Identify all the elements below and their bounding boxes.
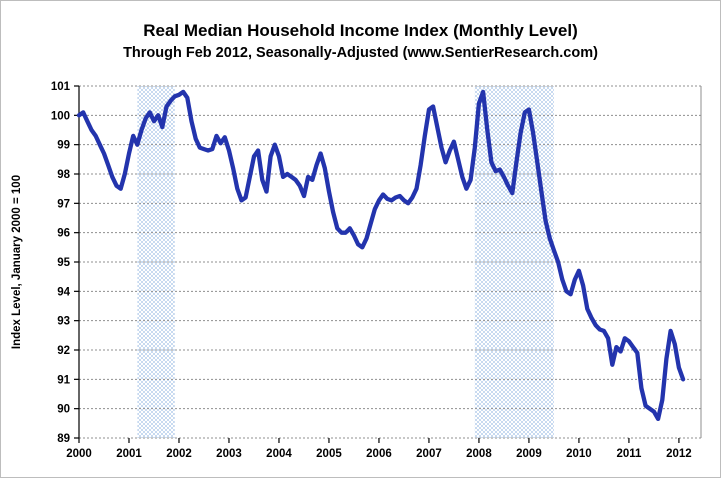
x-tick-label-2010: 2010 — [566, 448, 592, 460]
x-tick-label-2012: 2012 — [666, 448, 692, 460]
page-title: Real Median Household Income Index (Mont… — [143, 21, 578, 40]
x-tick-label-2000: 2000 — [66, 448, 92, 460]
y-tick-label-94: 94 — [57, 286, 70, 298]
income-index-line — [76, 89, 686, 422]
y-tick-label-89: 89 — [57, 433, 70, 445]
x-axis: 2000 2001 2002 2003 2004 2005 2006 2007 2008 2009… — [66, 438, 692, 460]
y-tick-label-95: 95 — [57, 257, 70, 269]
y-axis: 89 90 91 92 93 94 95 96 97 98 99 100 101 — [51, 81, 79, 445]
y-tick-label-96: 96 — [57, 228, 70, 240]
x-tick-label-2006: 2006 — [366, 448, 392, 460]
y-tick-label-100: 100 — [51, 110, 70, 122]
x-tick-label-2004: 2004 — [266, 448, 292, 460]
x-tick-label-2002: 2002 — [166, 448, 192, 460]
y-tick-label-93: 93 — [57, 316, 70, 328]
x-tick-label-2011: 2011 — [616, 448, 642, 460]
x-tick-label-2008: 2008 — [466, 448, 492, 460]
x-tick-label-2003: 2003 — [216, 448, 242, 460]
y-tick-label-97: 97 — [57, 198, 70, 210]
x-tick-label-2005: 2005 — [316, 448, 342, 460]
x-tick-label-2009: 2009 — [516, 448, 542, 460]
x-tick-label-2007: 2007 — [416, 448, 442, 460]
y-tick-label-98: 98 — [57, 169, 70, 181]
page-subtitle: Through Feb 2012, Seasonally-Adjusted (w… — [123, 45, 598, 61]
y-tick-label-101: 101 — [51, 81, 71, 93]
y-tick-label-92: 92 — [57, 345, 70, 357]
y-tick-label-91: 91 — [57, 374, 70, 386]
x-tick-label-2001: 2001 — [116, 448, 142, 460]
y-tick-label-90: 90 — [57, 404, 70, 416]
y-tick-label-99: 99 — [57, 140, 70, 152]
